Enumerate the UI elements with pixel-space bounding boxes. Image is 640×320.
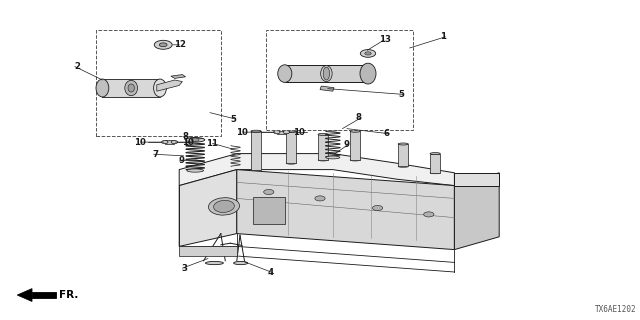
Polygon shape <box>253 197 285 224</box>
Text: 9: 9 <box>179 156 184 165</box>
Ellipse shape <box>323 67 330 80</box>
Circle shape <box>154 40 172 49</box>
Ellipse shape <box>96 79 109 97</box>
Ellipse shape <box>205 261 223 265</box>
Circle shape <box>365 52 371 55</box>
Circle shape <box>274 131 280 134</box>
Bar <box>398 144 408 166</box>
Polygon shape <box>17 289 32 301</box>
Text: 2: 2 <box>74 62 80 71</box>
Bar <box>285 65 368 82</box>
Ellipse shape <box>398 143 408 145</box>
Bar <box>430 154 440 173</box>
Polygon shape <box>454 173 499 186</box>
Circle shape <box>315 196 325 201</box>
Ellipse shape <box>350 130 360 132</box>
Ellipse shape <box>234 261 248 265</box>
Text: 11: 11 <box>205 139 218 148</box>
Text: 9: 9 <box>343 140 349 149</box>
Text: 10: 10 <box>182 138 194 147</box>
Circle shape <box>162 140 168 144</box>
Polygon shape <box>320 86 334 91</box>
Ellipse shape <box>128 84 134 92</box>
Text: 10: 10 <box>134 138 146 147</box>
Ellipse shape <box>209 198 239 215</box>
Text: 5: 5 <box>230 115 236 124</box>
Ellipse shape <box>350 159 360 161</box>
Ellipse shape <box>186 138 205 142</box>
Text: 8: 8 <box>356 113 362 122</box>
Polygon shape <box>32 292 56 298</box>
Text: 3: 3 <box>182 264 188 273</box>
Ellipse shape <box>187 169 204 172</box>
Text: 10: 10 <box>236 128 248 137</box>
Ellipse shape <box>325 127 340 131</box>
Bar <box>251 131 261 170</box>
Polygon shape <box>454 173 499 250</box>
FancyBboxPatch shape <box>96 30 221 136</box>
Circle shape <box>159 43 167 47</box>
Ellipse shape <box>154 79 166 97</box>
Ellipse shape <box>251 130 261 132</box>
Polygon shape <box>179 170 237 246</box>
Circle shape <box>372 205 383 211</box>
Text: 1: 1 <box>440 32 446 41</box>
Bar <box>277 131 287 134</box>
Text: 10: 10 <box>293 128 305 137</box>
Ellipse shape <box>430 153 440 155</box>
Polygon shape <box>179 154 454 186</box>
Polygon shape <box>237 170 454 250</box>
Polygon shape <box>179 246 237 256</box>
Ellipse shape <box>125 80 138 96</box>
Bar <box>165 140 175 144</box>
Bar <box>286 131 296 163</box>
Ellipse shape <box>278 65 292 82</box>
Ellipse shape <box>318 133 328 135</box>
Circle shape <box>191 138 199 142</box>
Text: 5: 5 <box>398 90 404 99</box>
Bar <box>350 131 360 160</box>
Polygon shape <box>171 75 186 78</box>
Ellipse shape <box>214 200 234 212</box>
Circle shape <box>264 189 274 195</box>
Ellipse shape <box>321 66 332 82</box>
Text: TX6AE1202: TX6AE1202 <box>595 305 637 314</box>
Ellipse shape <box>251 169 261 171</box>
Text: 6: 6 <box>384 129 390 138</box>
Text: 8: 8 <box>183 132 189 141</box>
Circle shape <box>283 131 289 134</box>
Bar <box>102 79 160 97</box>
Circle shape <box>172 140 178 144</box>
Text: 7: 7 <box>152 150 159 159</box>
Text: 12: 12 <box>174 40 186 49</box>
Text: 13: 13 <box>379 36 391 44</box>
Circle shape <box>330 128 336 131</box>
Ellipse shape <box>430 172 440 174</box>
Polygon shape <box>157 80 182 91</box>
Bar <box>318 134 328 160</box>
Ellipse shape <box>326 156 340 159</box>
Circle shape <box>424 212 434 217</box>
Text: FR.: FR. <box>59 290 78 300</box>
Text: 4: 4 <box>268 268 274 277</box>
Ellipse shape <box>286 130 296 132</box>
Circle shape <box>360 50 376 57</box>
FancyBboxPatch shape <box>266 30 413 130</box>
Ellipse shape <box>286 162 296 164</box>
Ellipse shape <box>318 159 328 161</box>
Ellipse shape <box>398 165 408 167</box>
Ellipse shape <box>360 63 376 84</box>
